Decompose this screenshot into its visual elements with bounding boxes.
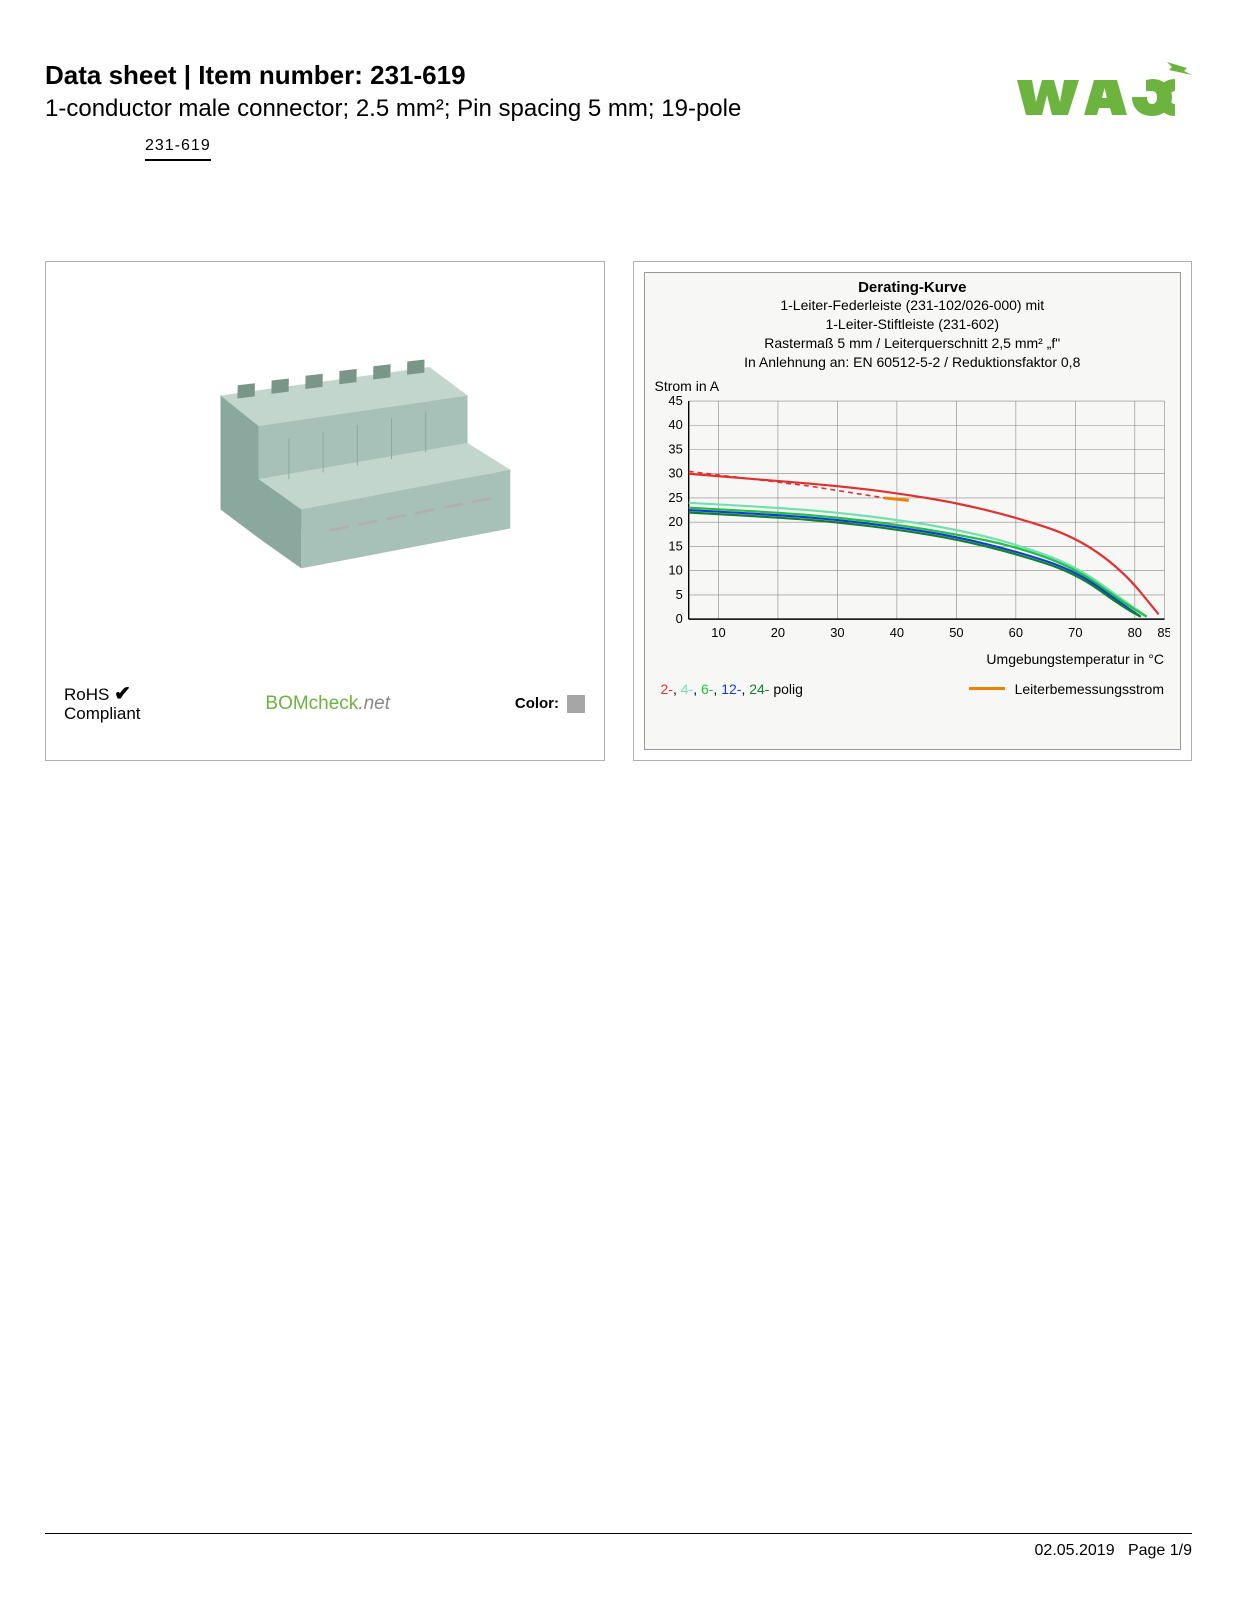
svg-text:20: 20 <box>668 514 682 529</box>
title-sep: | <box>177 60 199 90</box>
svg-text:80: 80 <box>1127 625 1141 640</box>
svg-text:10: 10 <box>668 562 682 577</box>
rohs-label: RoHS <box>64 685 109 704</box>
item-code-link[interactable]: 231-619 <box>145 137 211 161</box>
header: Data sheet | Item number: 231-619 1-cond… <box>45 60 1192 161</box>
svg-text:30: 30 <box>830 625 844 640</box>
title-item: Item number: 231-619 <box>198 60 465 90</box>
chart-title: Derating-Kurve <box>655 279 1171 296</box>
check-icon: ✔ <box>114 683 131 705</box>
chart-panel: Derating-Kurve 1-Leiter-Federleiste (231… <box>633 261 1193 761</box>
product-panel: RoHS ✔ Compliant BOMcheck.net Color: <box>45 261 605 761</box>
color-indicator: Color: <box>515 695 586 713</box>
svg-text:70: 70 <box>1068 625 1082 640</box>
subtitle: 1-conductor male connector; 2.5 mm²; Pin… <box>45 95 1012 123</box>
bomcheck-text: BOMcheck <box>265 693 358 714</box>
chart-sub3: Rastermaß 5 mm / Leiterquerschnitt 2,5 m… <box>655 334 1171 353</box>
color-swatch <box>567 695 585 713</box>
panels: RoHS ✔ Compliant BOMcheck.net Color: Der… <box>45 261 1192 761</box>
footer-page: Page 1/9 <box>1128 1542 1192 1559</box>
chart-sub4: In Anlehnung an: EN 60512-5-2 / Reduktio… <box>655 353 1171 372</box>
legend-leiter: Leiterbemessungsstrom <box>969 681 1164 697</box>
svg-text:25: 25 <box>668 489 682 504</box>
bomcheck-badge: BOMcheck.net <box>265 693 390 715</box>
product-image <box>56 272 594 652</box>
chart-x-label: Umgebungstemperatur in °C <box>655 651 1171 667</box>
legend-leiter-label: Leiterbemessungsstrom <box>1015 681 1164 697</box>
svg-text:60: 60 <box>1008 625 1022 640</box>
svg-text:10: 10 <box>711 625 725 640</box>
chart-sub2: 1-Leiter-Stiftleiste (231-602) <box>655 315 1171 334</box>
title-prefix: Data sheet <box>45 60 177 90</box>
svg-text:30: 30 <box>668 465 682 480</box>
legend-series: 2-, 4-, 6-, 12-, 24- polig <box>661 681 803 697</box>
legend-line-icon <box>969 687 1005 690</box>
svg-text:85: 85 <box>1157 625 1170 640</box>
svg-text:0: 0 <box>675 611 682 626</box>
rohs-badge: RoHS ✔ Compliant <box>64 683 141 724</box>
wago-logo <box>1012 60 1192 120</box>
svg-text:15: 15 <box>668 538 682 553</box>
badge-row: RoHS ✔ Compliant BOMcheck.net Color: <box>64 683 586 724</box>
title: Data sheet | Item number: 231-619 <box>45 60 1012 91</box>
footer: 02.05.2019 Page 1/9 <box>45 1533 1192 1560</box>
svg-text:40: 40 <box>889 625 903 640</box>
bomcheck-suffix: .net <box>358 693 390 714</box>
svg-text:20: 20 <box>770 625 784 640</box>
svg-text:45: 45 <box>668 396 682 408</box>
chart-sub1: 1-Leiter-Federleiste (231-102/026-000) m… <box>655 296 1171 315</box>
svg-text:35: 35 <box>668 441 682 456</box>
chart-legend: 2-, 4-, 6-, 12-, 24- polig Leiterbemessu… <box>655 681 1171 697</box>
chart-box: Derating-Kurve 1-Leiter-Federleiste (231… <box>644 272 1182 750</box>
header-text: Data sheet | Item number: 231-619 1-cond… <box>45 60 1012 161</box>
svg-text:50: 50 <box>949 625 963 640</box>
rohs-compliant: Compliant <box>64 704 141 723</box>
footer-date: 02.05.2019 <box>1035 1542 1115 1559</box>
svg-text:40: 40 <box>668 417 682 432</box>
chart-y-label: Strom in A <box>655 378 1171 394</box>
svg-text:5: 5 <box>675 586 682 601</box>
chart-plot: 10 20 30 40 50 60 70 80 85 0 5 10 15 20 25 30 35 40 45 <box>655 396 1171 647</box>
color-label: Color: <box>515 695 559 712</box>
